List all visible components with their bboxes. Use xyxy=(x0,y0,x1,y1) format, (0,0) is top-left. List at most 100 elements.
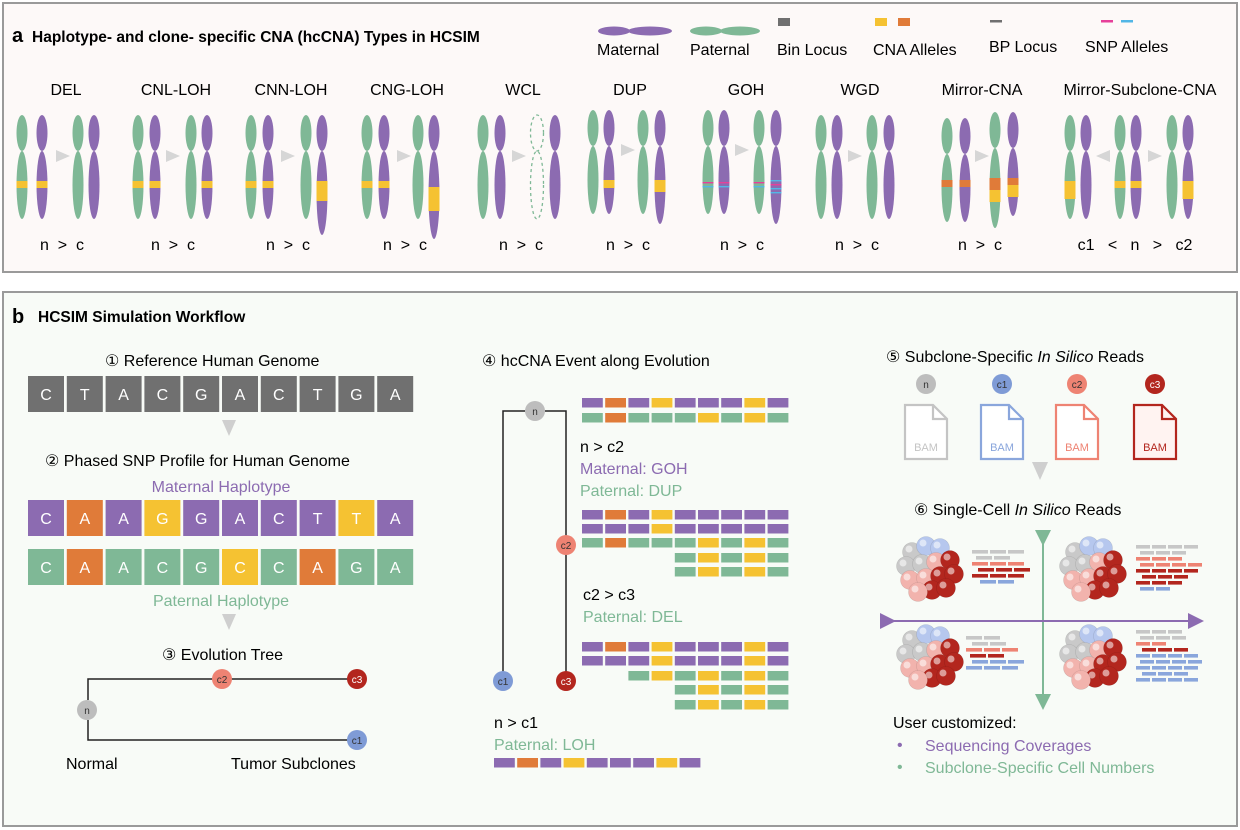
chromosome xyxy=(36,115,48,219)
allele-block xyxy=(721,671,742,681)
allele-block xyxy=(605,656,626,666)
allele-block xyxy=(605,642,626,652)
transition-arrow xyxy=(735,144,749,156)
chromosome xyxy=(529,114,545,220)
allele-block xyxy=(610,758,631,768)
svg-text:C: C xyxy=(273,560,285,577)
chromosome xyxy=(88,115,100,219)
allele-block xyxy=(656,758,678,768)
allele-block xyxy=(744,700,766,710)
base-cell: C xyxy=(28,500,64,536)
base-cell: C xyxy=(144,549,181,585)
chromosome xyxy=(477,115,489,219)
transition-arrow xyxy=(621,144,635,156)
allele-block xyxy=(679,758,701,768)
svg-text:A: A xyxy=(235,387,246,404)
type-name: CNN-LOH xyxy=(255,82,328,99)
base-cell: C xyxy=(144,376,181,412)
type-relation: c1 < n > c2 xyxy=(1078,237,1193,254)
allele-block xyxy=(721,700,742,710)
down-arrow xyxy=(222,614,236,630)
chromosome xyxy=(316,115,328,235)
down-arrow xyxy=(1032,462,1048,480)
allele-block xyxy=(721,642,742,652)
allele-block xyxy=(744,538,766,548)
allele-block xyxy=(698,398,719,408)
svg-text:A: A xyxy=(235,511,246,528)
type-relation: n > c xyxy=(266,237,310,254)
event-grids xyxy=(494,398,789,768)
allele-block xyxy=(767,671,789,681)
legend-cna-alleles: CNA Alleles xyxy=(873,18,957,59)
type-relation: n > c xyxy=(606,237,650,254)
svg-text:T: T xyxy=(313,387,323,404)
chromosome xyxy=(815,115,827,219)
chromosome xyxy=(753,110,765,214)
allele-block xyxy=(674,553,696,563)
allele-block xyxy=(698,656,719,666)
chromosome xyxy=(1130,115,1142,219)
allele-block xyxy=(628,538,650,548)
svg-text:C: C xyxy=(157,387,169,404)
bam-file-c1: c1 BAM xyxy=(979,374,1025,461)
base-cell: A xyxy=(66,549,103,585)
allele-block xyxy=(628,398,650,408)
legend-bp-locus-label: BP Locus xyxy=(989,39,1057,56)
svg-text:G: G xyxy=(350,560,362,577)
allele-block xyxy=(767,685,789,695)
event-relation: n > c1 xyxy=(494,715,538,732)
allele-block xyxy=(674,671,696,681)
base-cell: T xyxy=(66,376,103,412)
allele-block xyxy=(628,671,650,681)
svg-text:G: G xyxy=(350,387,362,404)
type-name: Mirror-Subclone-CNA xyxy=(1064,82,1217,99)
type-relation: n > c xyxy=(151,237,195,254)
allele-block xyxy=(721,553,742,563)
allele-block xyxy=(721,510,742,520)
step3-title: ③ Evolution Tree xyxy=(162,647,283,664)
base-cell: T xyxy=(338,500,375,536)
chromosome xyxy=(549,115,561,219)
chromosome xyxy=(185,115,197,219)
chromosome xyxy=(412,115,424,219)
allele-block xyxy=(698,671,719,681)
tree-normal-label: Normal xyxy=(66,756,118,773)
event-node-normal: n xyxy=(532,407,538,418)
allele-block xyxy=(651,524,673,534)
base-cell: A xyxy=(377,376,414,412)
allele-block xyxy=(674,413,696,423)
event-maternal: Maternal: GOH xyxy=(580,461,688,478)
allele-block xyxy=(767,700,789,710)
allele-block xyxy=(674,642,696,652)
chromosome xyxy=(702,110,714,214)
allele-block xyxy=(744,524,766,534)
chromosome xyxy=(989,112,1001,228)
allele-block xyxy=(605,398,626,408)
chromosome xyxy=(654,110,666,224)
base-cell: A xyxy=(377,500,414,536)
allele-block xyxy=(586,758,608,768)
svg-text:BAM: BAM xyxy=(990,442,1014,454)
base-cell: G xyxy=(338,549,375,585)
chromosome xyxy=(132,115,144,219)
transition-arrow xyxy=(56,150,70,162)
allele-block xyxy=(674,524,696,534)
node-c3 xyxy=(347,669,367,689)
svg-text:C: C xyxy=(273,387,285,404)
allele-block xyxy=(698,413,719,423)
allele-block xyxy=(582,656,603,666)
panel-a-title: Haplotype- and clone- specific CNA (hcCN… xyxy=(32,29,480,46)
transition-arrow xyxy=(512,150,526,162)
allele-block xyxy=(721,398,742,408)
legend-bp-locus: BP Locus xyxy=(989,20,1057,56)
user-customized-label: User customized: xyxy=(893,715,1017,732)
transition-arrow xyxy=(1148,150,1162,162)
event-paternal: Paternal: DUP xyxy=(580,483,682,500)
allele-block xyxy=(744,510,766,520)
node-c1 xyxy=(347,730,367,750)
allele-block xyxy=(767,553,789,563)
transition-arrow xyxy=(166,150,180,162)
base-cell: C xyxy=(260,376,297,412)
allele-block xyxy=(767,524,789,534)
base-cell: A xyxy=(105,500,142,536)
